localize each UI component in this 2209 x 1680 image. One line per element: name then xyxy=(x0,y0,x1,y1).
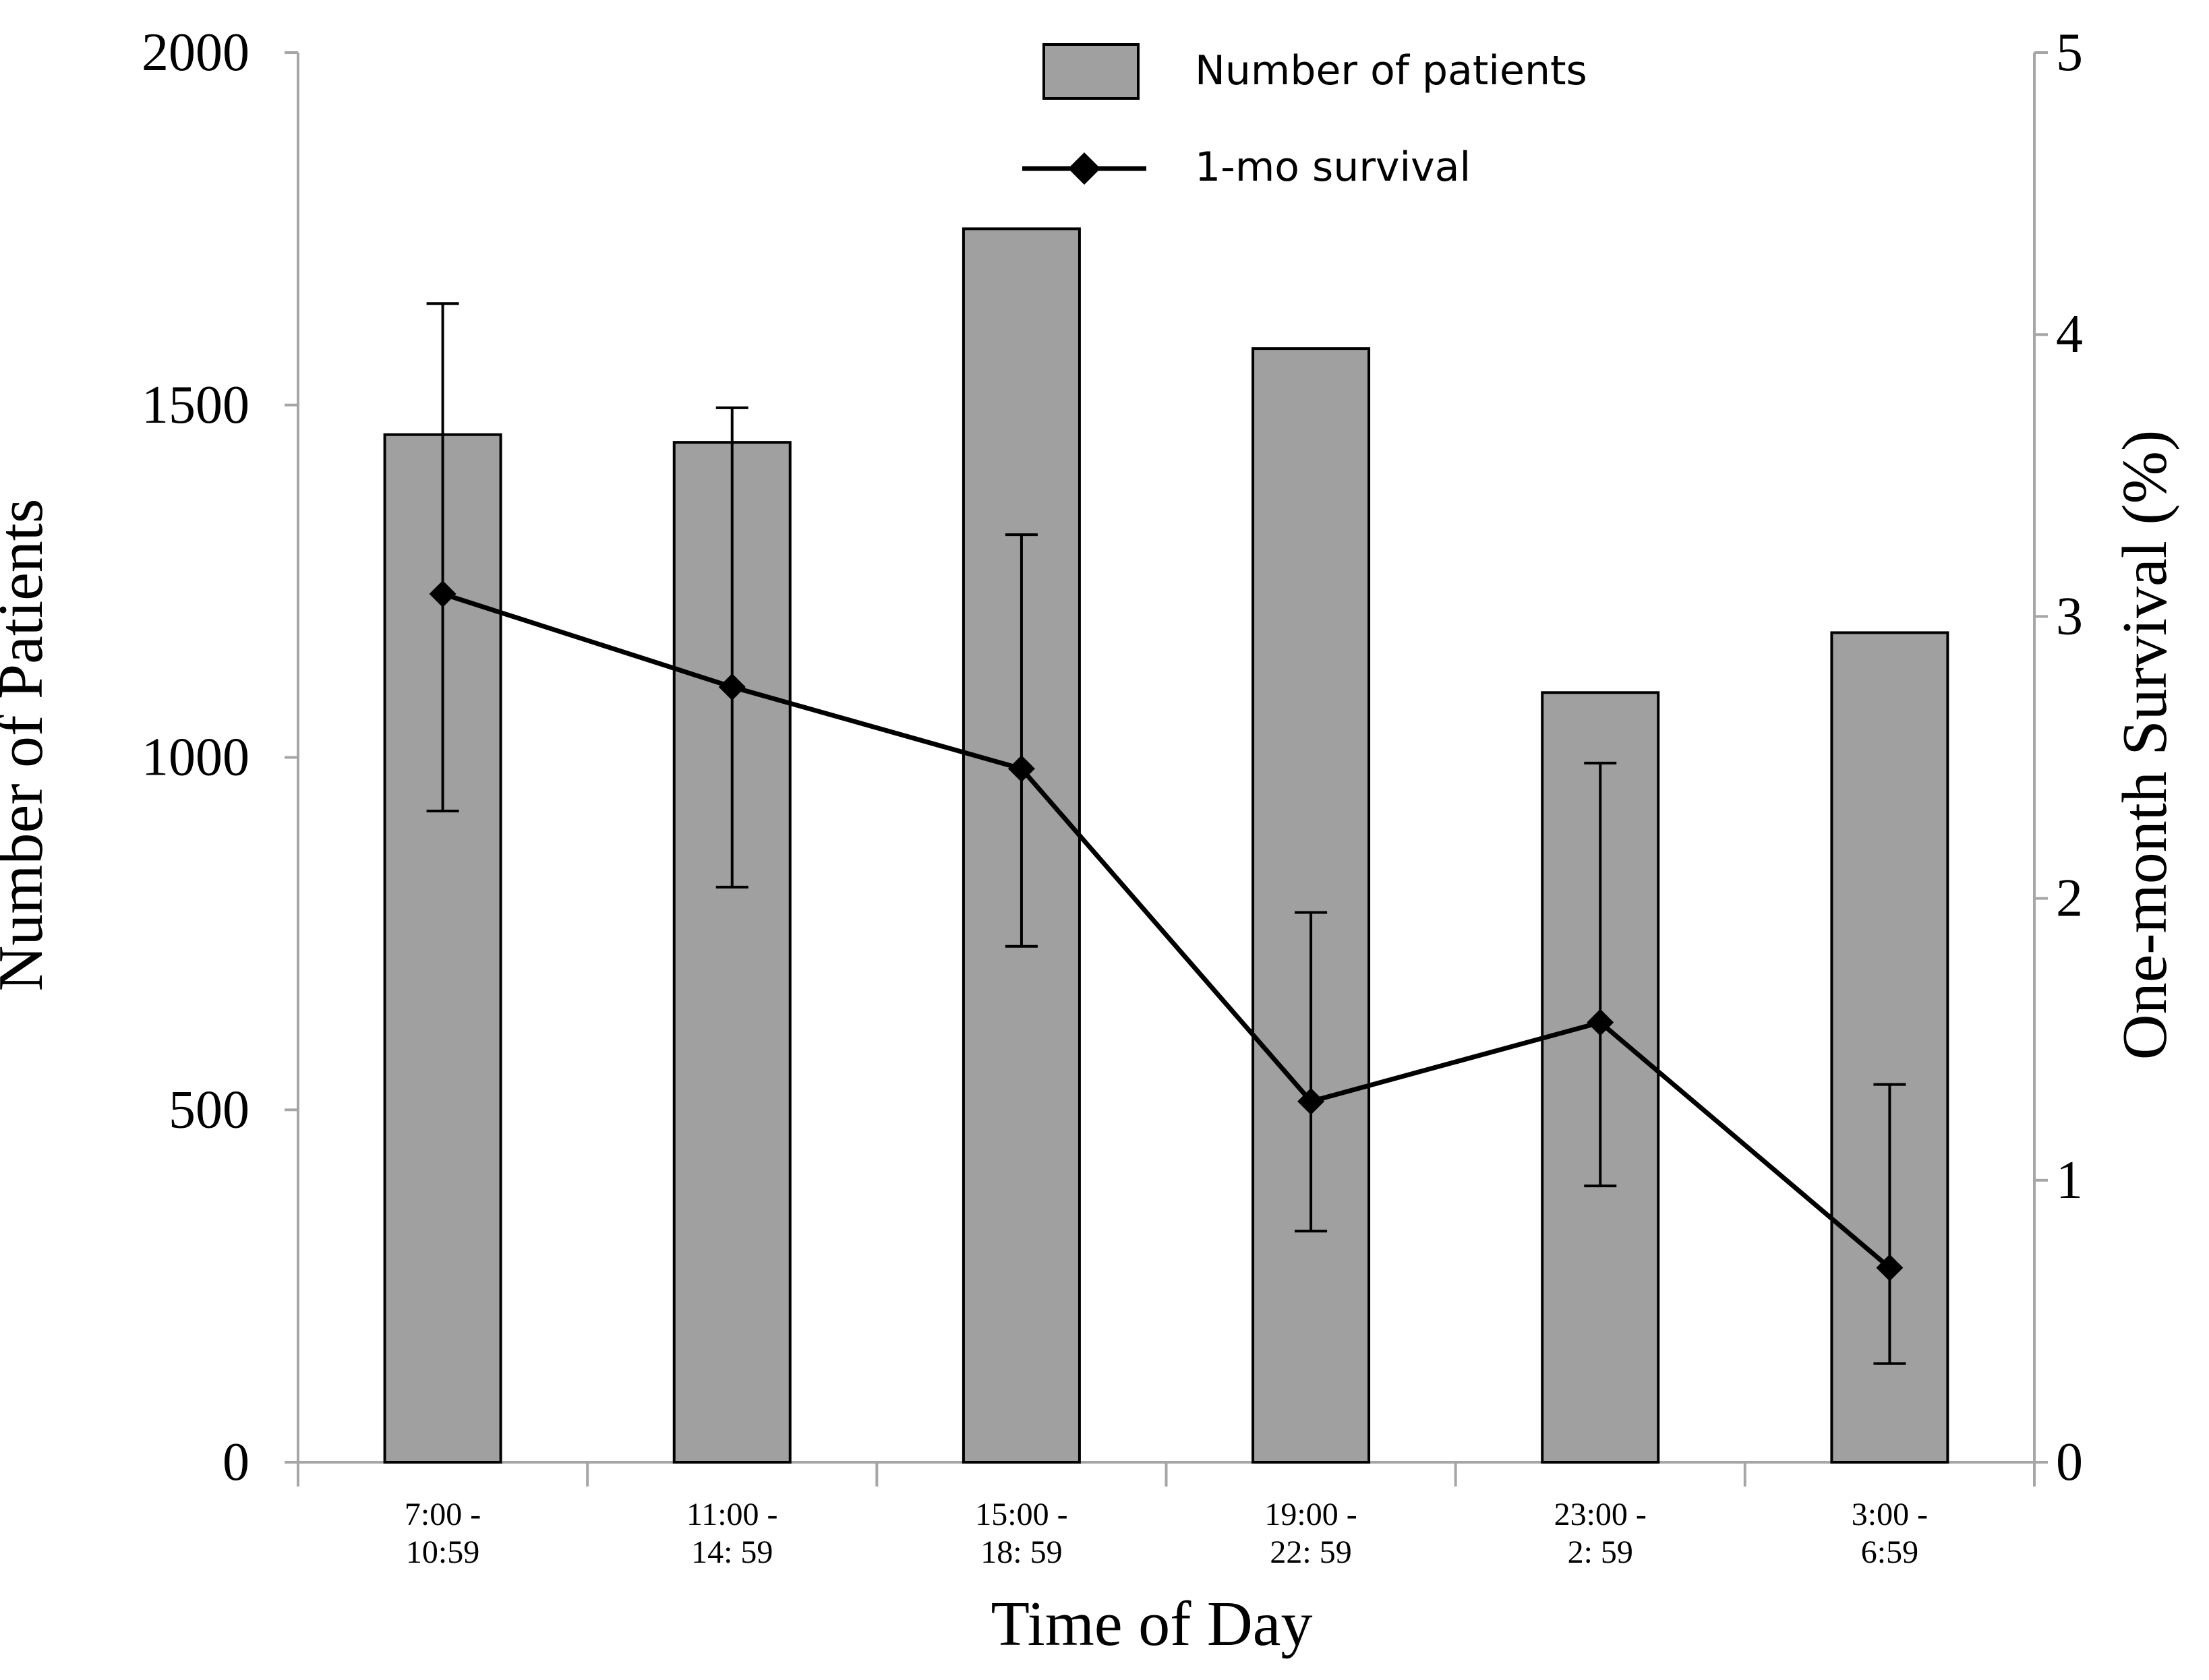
y2-tick-label: 3 xyxy=(2056,587,2083,646)
legend-bar-swatch xyxy=(1042,43,1140,100)
x-tick-label-line: 22: 59 xyxy=(1270,1534,1351,1570)
tick-marks xyxy=(285,51,2048,1487)
y-tick-label: 1000 xyxy=(142,728,249,787)
bar-series xyxy=(383,227,1949,1464)
x-tick-label-line: 11:00 - xyxy=(686,1497,778,1532)
legend-line-label: 1-mo survival xyxy=(1195,144,1471,191)
x-tick-label-line: 15:00 - xyxy=(975,1497,1067,1532)
x-tick-label-line: 2: 59 xyxy=(1568,1534,1633,1570)
y2-tick-label: 5 xyxy=(2056,23,2083,82)
x-tick-label: 11:00 -14: 59 xyxy=(686,1497,778,1570)
survival-point xyxy=(1587,1009,1614,1036)
secondary-y-axis-title: One-month Survival (%) xyxy=(2110,430,2180,1060)
x-tick-label: 23:00 -2: 59 xyxy=(1554,1497,1647,1570)
x-tick-label-line: 23:00 - xyxy=(1554,1497,1647,1532)
x-tick-label-line: 18: 59 xyxy=(980,1534,1062,1570)
y2-tick-label: 2 xyxy=(2056,869,2083,928)
y-tick-label: 2000 xyxy=(142,23,249,82)
x-tick-label-line: 6:59 xyxy=(1861,1534,1918,1570)
legend: Number of patients 1-mo survival xyxy=(1022,43,1587,191)
line-series xyxy=(429,580,1904,1282)
x-tick-label-line: 19:00 - xyxy=(1264,1497,1357,1532)
x-tick-label: 15:00 -18: 59 xyxy=(975,1497,1067,1570)
survival-line xyxy=(442,591,1891,1270)
x-tick-label-line: 7:00 - xyxy=(405,1497,481,1532)
survival-point xyxy=(1876,1254,1904,1282)
y-tick-label: 500 xyxy=(169,1080,249,1139)
survival-point xyxy=(1297,1087,1325,1115)
y-axis-title: Number of Patients xyxy=(0,499,56,992)
survival-point xyxy=(718,673,746,700)
x-tick-label-line: 10:59 xyxy=(406,1534,479,1570)
bar xyxy=(1251,347,1371,1464)
error-bars xyxy=(426,302,1906,1365)
x-tick-label: 7:00 -10:59 xyxy=(405,1497,481,1570)
y2-tick-label: 0 xyxy=(2056,1433,2083,1492)
tick-labels: 0 500 1000 1500 2000 0 1 2 3 4 5 7:00 -10:59 11:00 -… xyxy=(142,23,2083,1570)
survival-point xyxy=(1007,755,1035,783)
x-axis-title: Time of Day xyxy=(991,1589,1313,1659)
x-tick-label: 3:00 -6:59 xyxy=(1852,1497,1928,1570)
x-tick-label: 19:00 -22: 59 xyxy=(1264,1497,1357,1570)
y-tick-label: 0 xyxy=(223,1433,249,1492)
legend-bar-label: Number of patients xyxy=(1195,47,1587,94)
survival-point xyxy=(429,580,456,607)
y2-tick-label: 1 xyxy=(2056,1151,2083,1210)
y2-tick-label: 4 xyxy=(2056,305,2083,364)
x-tick-label-line: 3:00 - xyxy=(1852,1497,1928,1532)
legend-line-marker xyxy=(1068,152,1100,185)
x-tick-label-line: 14: 59 xyxy=(691,1534,773,1570)
y-tick-label: 1500 xyxy=(142,376,249,435)
